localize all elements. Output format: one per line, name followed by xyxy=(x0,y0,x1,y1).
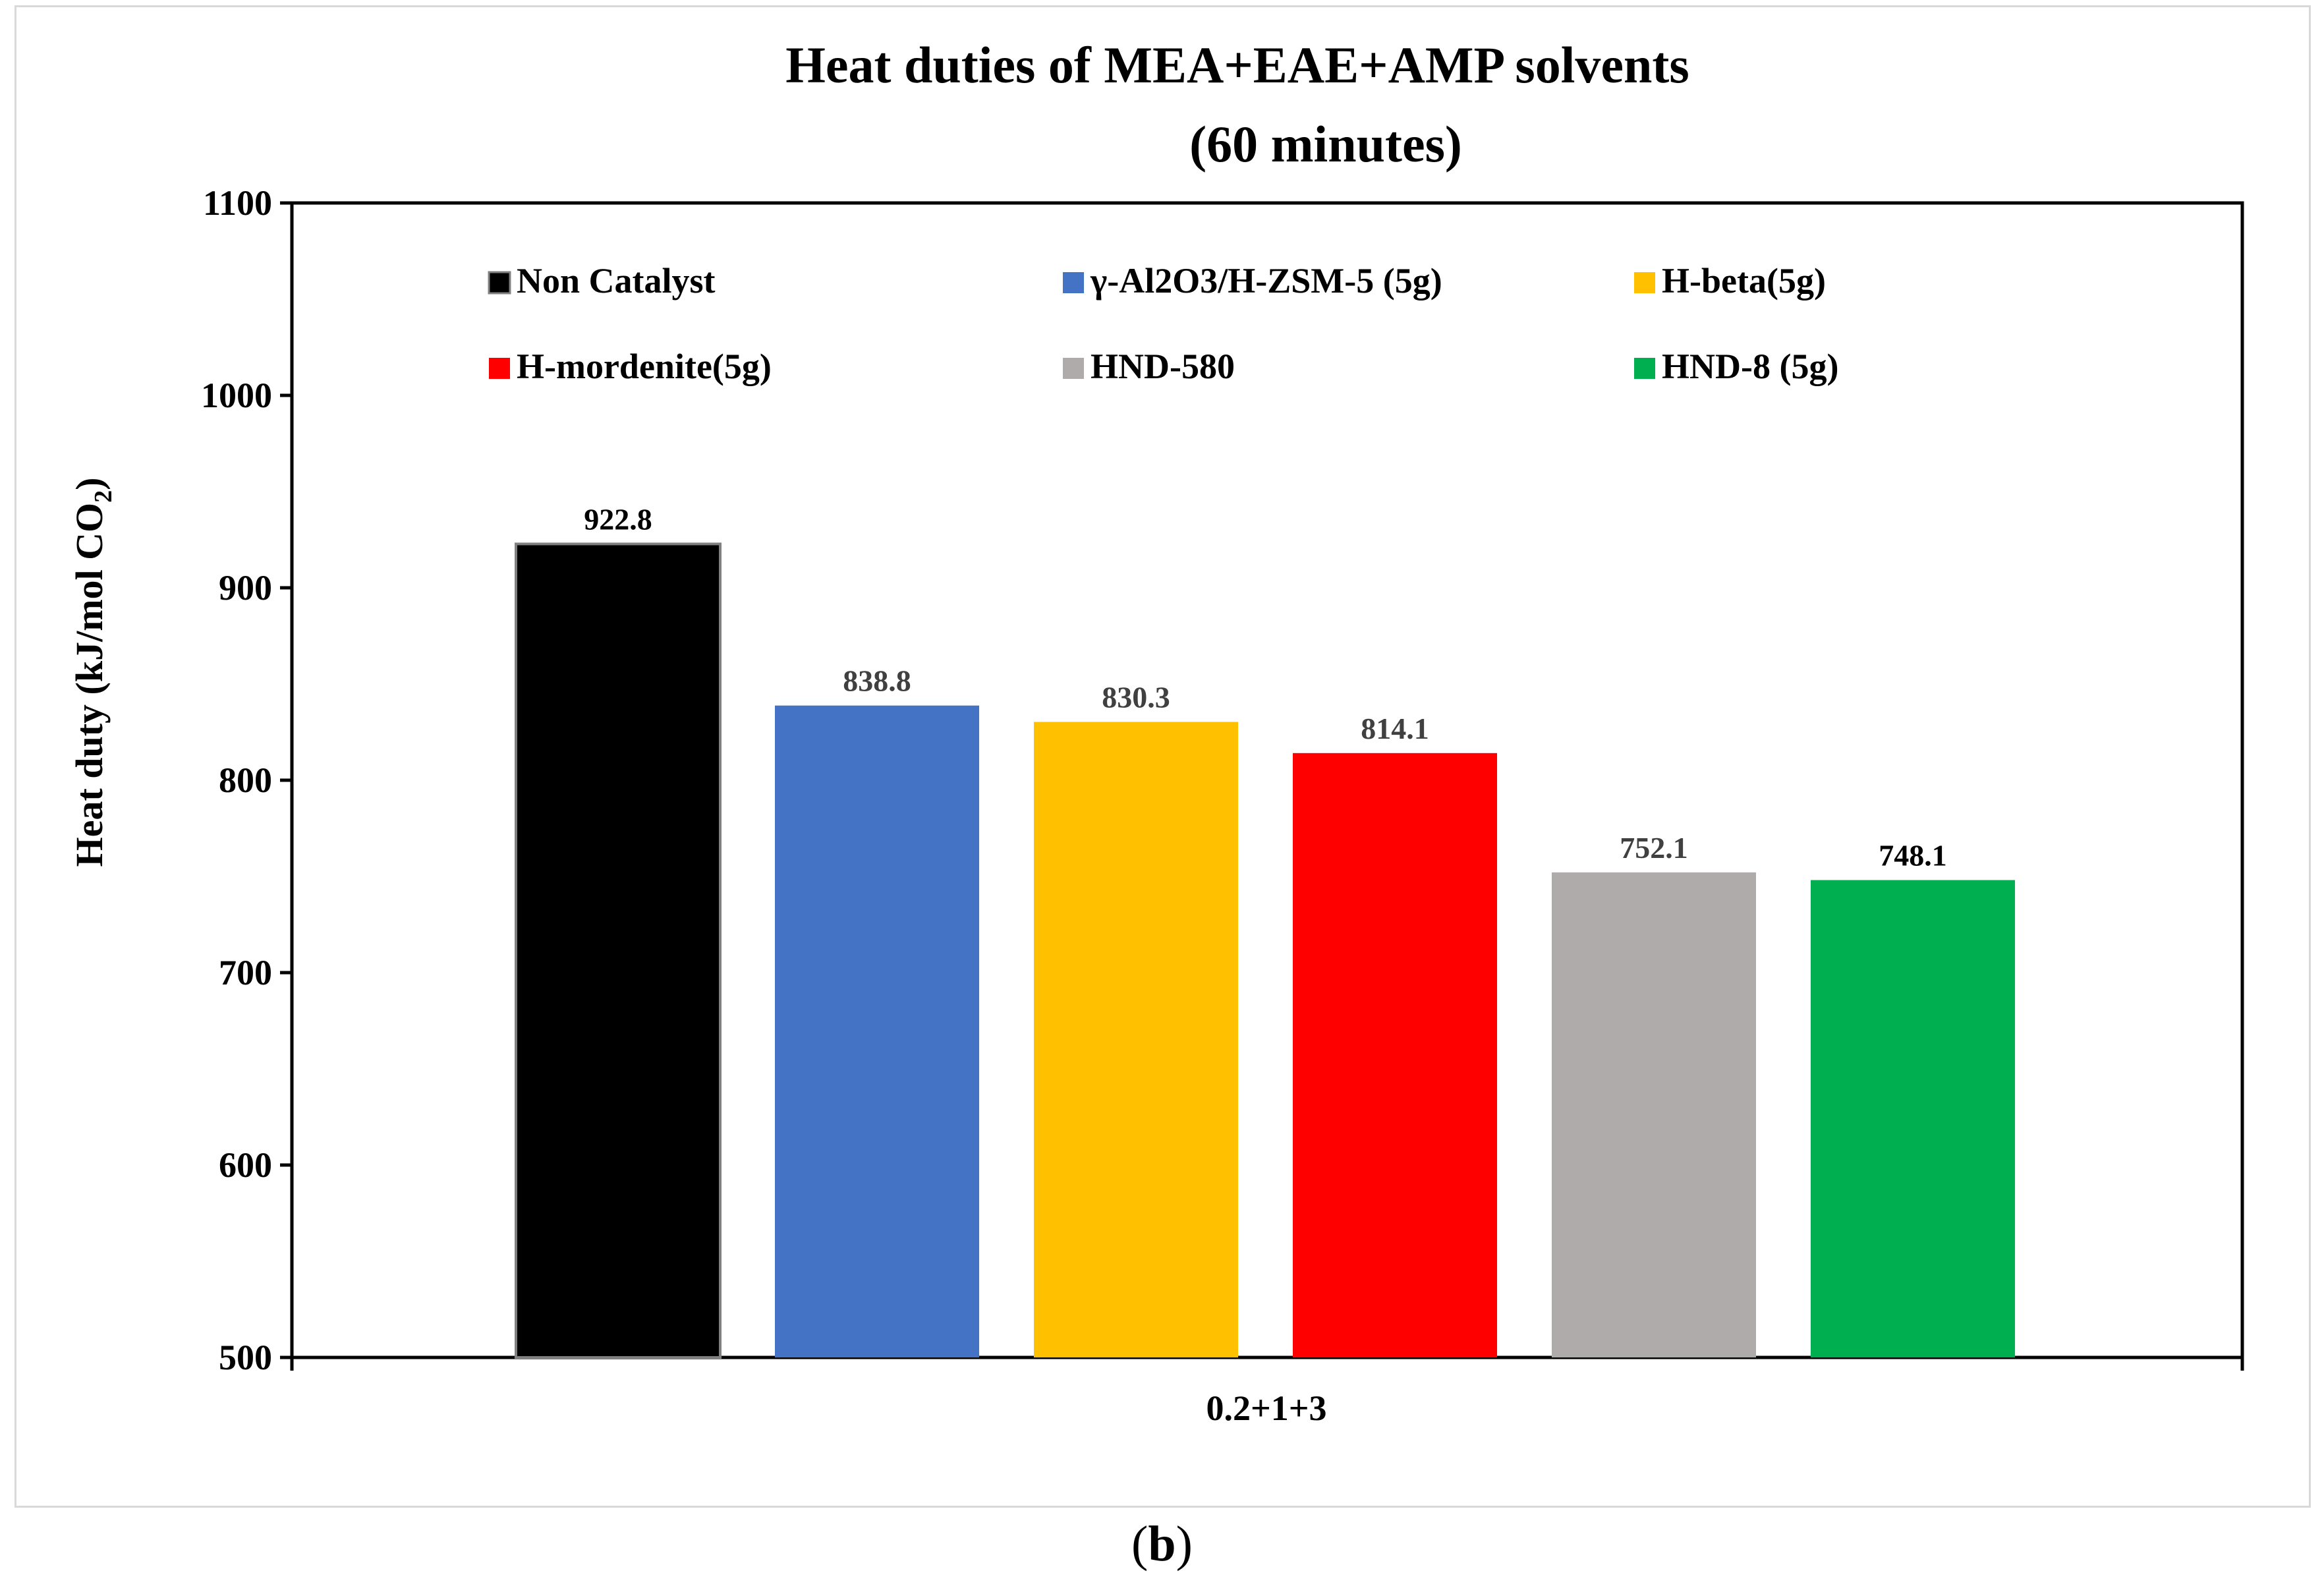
caption-letter: b xyxy=(1148,1516,1176,1572)
y-axis-label-main: Heat duty (kJ/mol CO xyxy=(68,503,111,867)
legend-swatch xyxy=(1634,272,1655,293)
chart-frame xyxy=(14,5,2311,1508)
y-tick-label: 700 xyxy=(219,953,272,992)
y-axis-label-subscript: 2 xyxy=(90,490,117,503)
x-axis-label: 0.2+1+3 xyxy=(1206,1388,1326,1428)
bar xyxy=(1293,753,1497,1357)
legend-label: Non Catalyst xyxy=(517,261,716,300)
bar xyxy=(1034,722,1238,1357)
data-label: 748.1 xyxy=(1879,839,1947,872)
legend-swatch xyxy=(1634,358,1655,379)
legend-swatch xyxy=(1063,358,1084,379)
y-tick-label: 1100 xyxy=(203,183,272,223)
data-label: 814.1 xyxy=(1361,712,1429,745)
data-label: 752.1 xyxy=(1620,831,1688,865)
legend-label: γ-Al2O3/H-ZSM-5 (5g) xyxy=(1090,261,1442,300)
legend-swatch xyxy=(489,358,510,379)
legend: Non Catalyst γ-Al2O3/H-ZSM-5 (5g) H-beta(5… xyxy=(488,261,1838,386)
bar xyxy=(1811,880,2015,1357)
y-tick-label: 500 xyxy=(219,1338,272,1377)
y-axis: 500 600 700 800 900 1000 1100 xyxy=(201,183,292,1377)
chart-title-line2: (60 minutes) xyxy=(1189,115,1462,173)
legend-swatch xyxy=(488,271,511,295)
heat-duty-bar-chart: Heat duties of MEA+EAE+AMP solvents (60 … xyxy=(68,36,2244,1428)
value-labels: 922.8 838.8 830.3 814.1 752.1 748.1 xyxy=(584,502,1947,872)
caption-open: ( xyxy=(1131,1516,1148,1572)
data-label: 922.8 xyxy=(584,502,652,536)
y-axis-label-close: ) xyxy=(68,478,111,490)
y-tick-label: 800 xyxy=(219,760,272,800)
figure-caption: (b) xyxy=(0,1516,2324,1573)
legend-label: HND-580 xyxy=(1091,347,1235,386)
bar xyxy=(775,705,979,1357)
data-label: 830.3 xyxy=(1102,681,1170,714)
data-label: 838.8 xyxy=(843,664,911,698)
y-tick-label: 900 xyxy=(219,568,272,608)
bar xyxy=(515,542,722,1359)
legend-label: H-mordenite(5g) xyxy=(517,347,772,386)
y-tick-label: 1000 xyxy=(201,376,272,415)
y-axis-label: Heat duty (kJ/mol CO2) xyxy=(68,478,117,867)
chart-title-line1: Heat duties of MEA+EAE+AMP solvents xyxy=(785,36,1689,94)
legend-swatch xyxy=(1063,272,1084,293)
legend-label: HND-8 (5g) xyxy=(1662,347,1838,386)
bar xyxy=(1552,872,1756,1357)
legend-label: H-beta(5g) xyxy=(1662,261,1826,300)
caption-close: ) xyxy=(1176,1516,1193,1572)
y-tick-label: 600 xyxy=(219,1145,272,1185)
bars-group xyxy=(515,542,2015,1359)
